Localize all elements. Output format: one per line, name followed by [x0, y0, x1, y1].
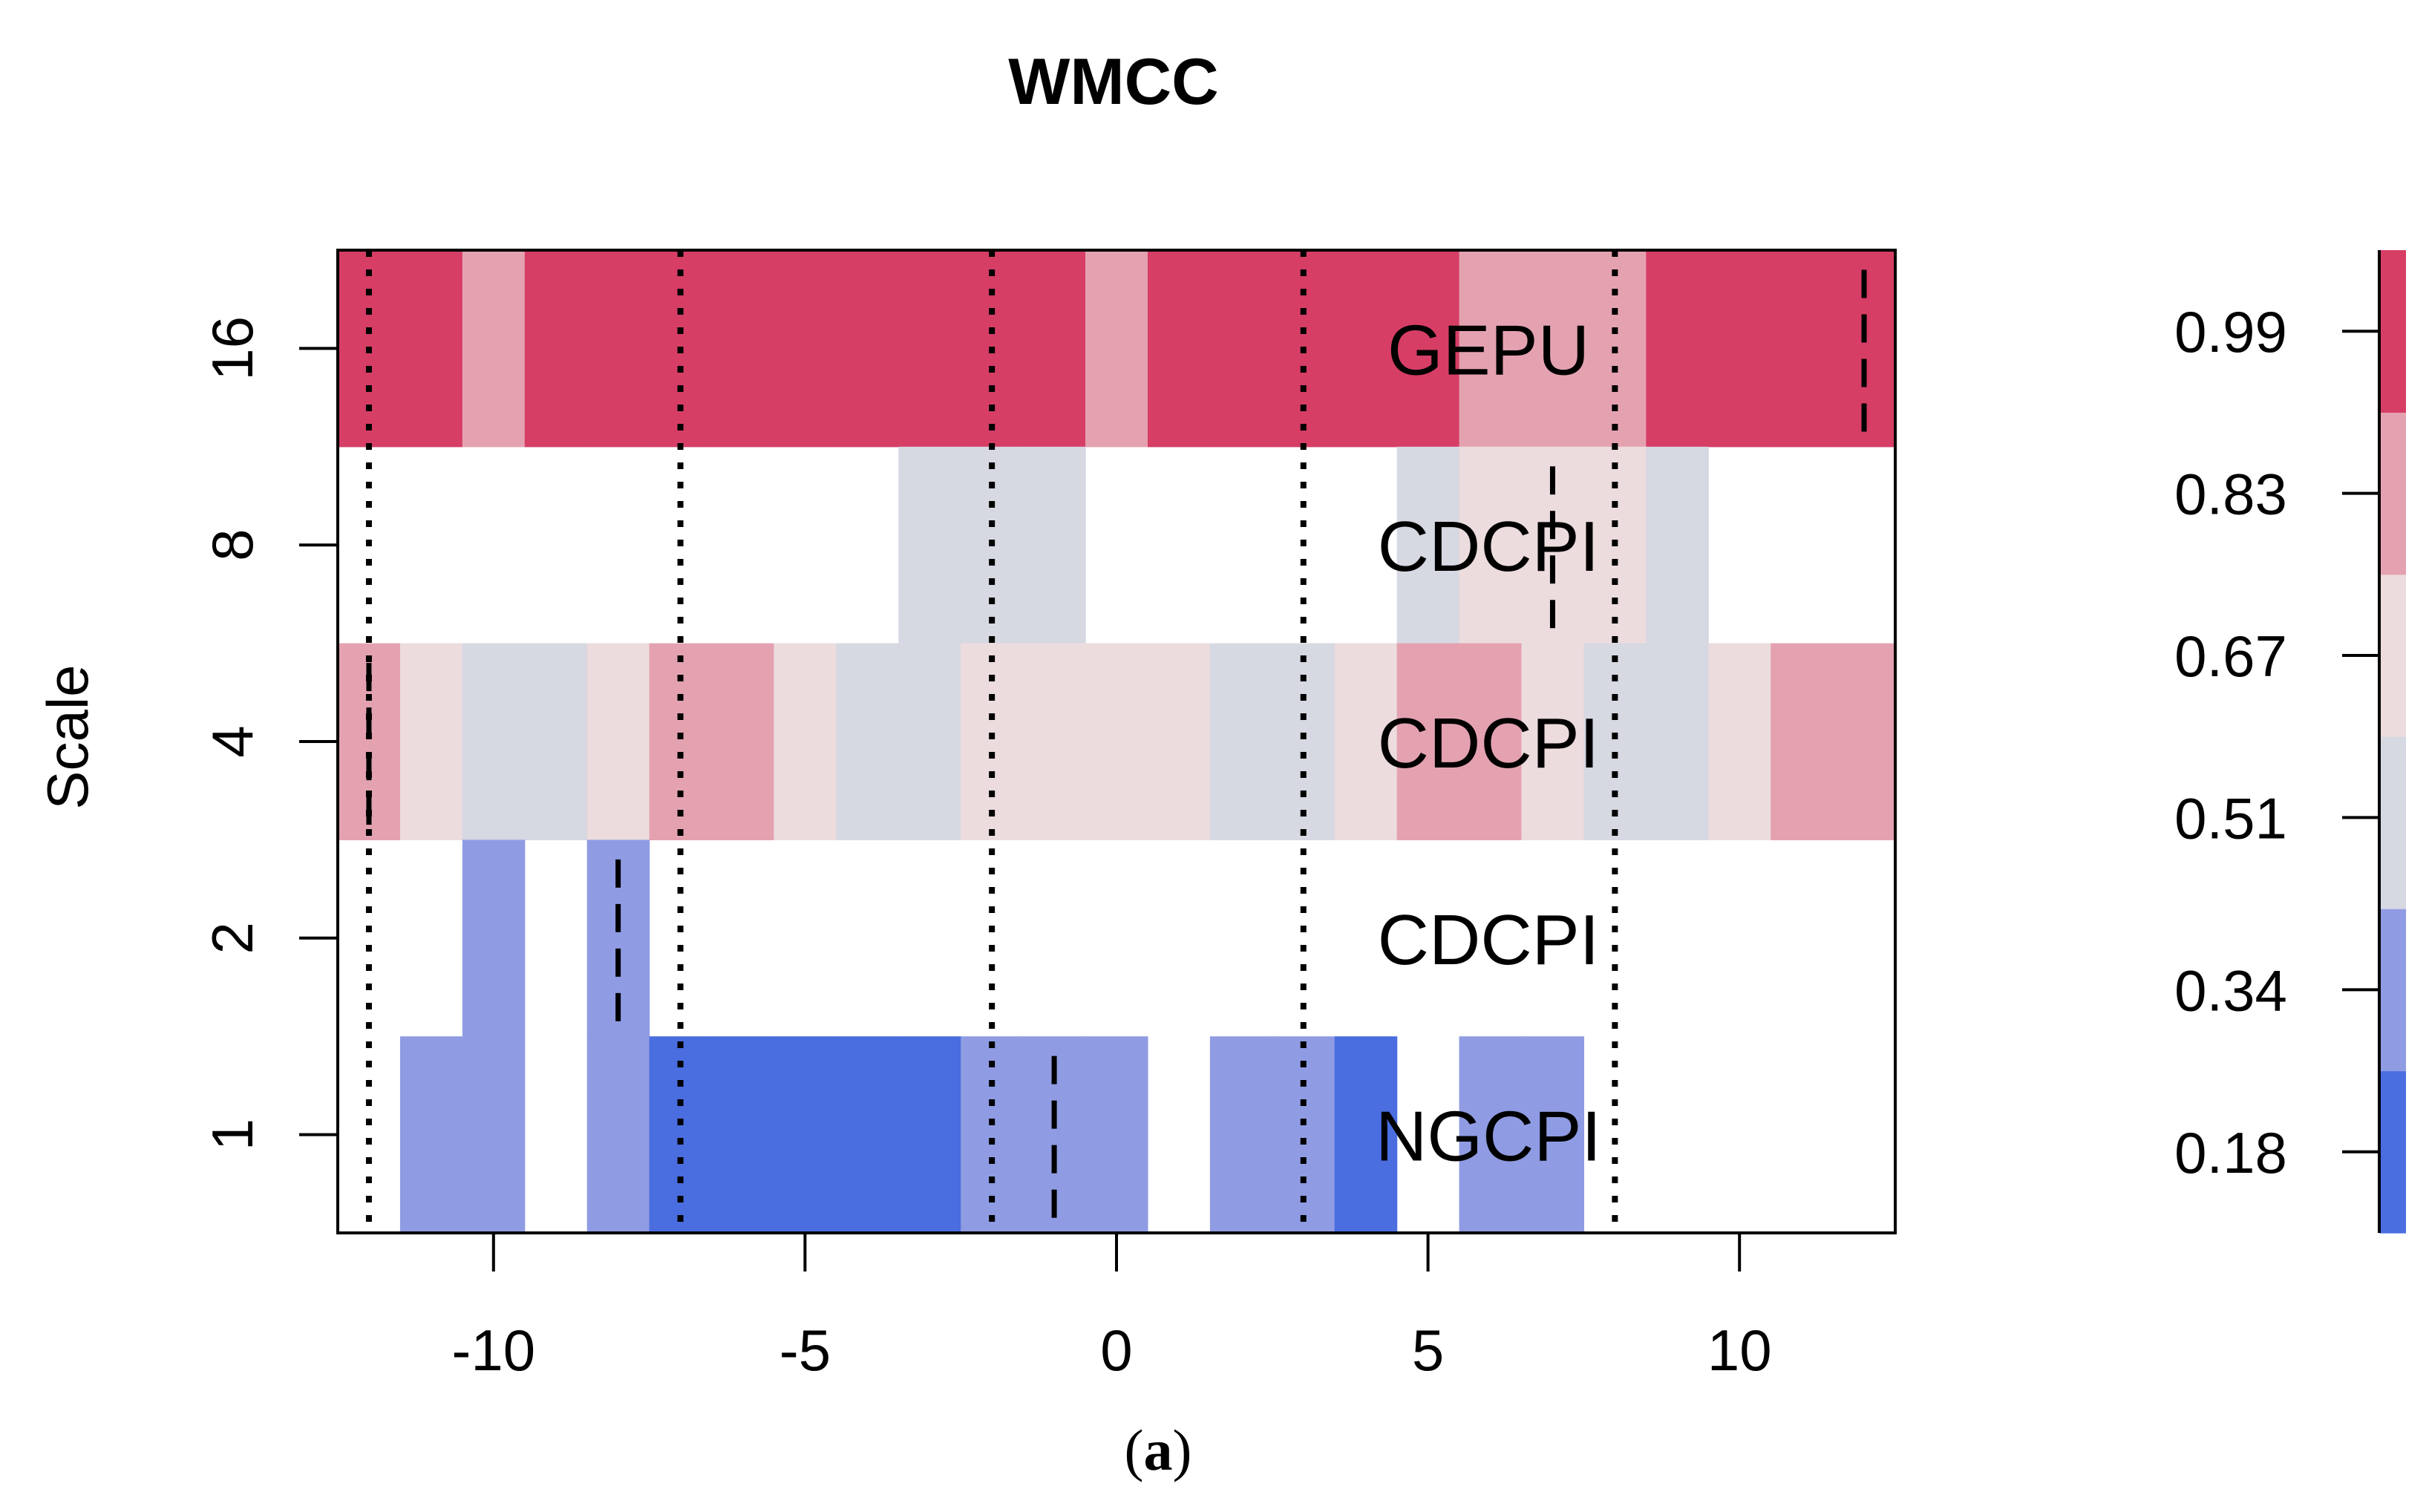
heatmap-cell	[1771, 250, 1834, 448]
heatmap-cell	[1396, 250, 1460, 448]
series-label: CDCPI	[1378, 900, 1600, 980]
heatmap-cell	[524, 643, 588, 840]
y-tick-label: 1	[200, 1119, 265, 1151]
heatmap-cell	[1085, 250, 1148, 448]
colorbar-band	[2379, 909, 2406, 1072]
heatmap-cell	[586, 250, 650, 448]
colorbar-band	[2379, 736, 2406, 909]
chart-title: WMCC	[1008, 45, 1218, 118]
heatmap-cell	[1023, 643, 1086, 840]
heatmap-cell	[1147, 250, 1211, 448]
heatmap-cell	[1459, 643, 1523, 840]
x-tick-label: -5	[779, 1318, 831, 1383]
heatmap-cell	[1396, 643, 1460, 840]
y-axis-label: Scale	[35, 664, 100, 809]
heatmap-cell	[711, 643, 775, 840]
colorbar-tick-label: 0.18	[2174, 1120, 2287, 1185]
heatmap-cell	[898, 250, 961, 448]
y-tick-label: 2	[200, 922, 265, 954]
heatmap-cell	[774, 250, 837, 448]
heatmap-cell	[399, 1036, 463, 1234]
reference-lines	[365, 250, 1867, 1233]
colorbar-band	[2379, 250, 2406, 413]
heatmap-cell	[1334, 250, 1398, 448]
heatmap-cell	[1708, 643, 1771, 840]
heatmap-cell	[1459, 1036, 1523, 1234]
colorbar-band	[2379, 412, 2406, 575]
x-tick-label: 5	[1412, 1318, 1444, 1383]
x-tick-label: 10	[1707, 1318, 1772, 1383]
heatmap-cell	[1334, 1036, 1398, 1234]
heatmap-cell	[586, 1036, 650, 1234]
series-label: CDCPI	[1378, 507, 1600, 586]
colorbar-band	[2379, 1070, 2406, 1234]
heatmap-cell	[1459, 446, 1523, 644]
heatmap-cell	[774, 643, 837, 840]
caption-close-paren: )	[1173, 1418, 1192, 1482]
heatmap-cell	[774, 1036, 837, 1234]
heatmap-cell	[836, 250, 899, 448]
y-tick-label: 16	[200, 316, 265, 381]
caption-letter: a	[1144, 1418, 1173, 1482]
heatmap-cell	[1459, 250, 1523, 448]
colorbar-tick-label: 0.67	[2174, 624, 2287, 689]
heatmap-cell	[1147, 643, 1211, 840]
heatmap-cell	[586, 643, 650, 840]
heatmap-cell	[836, 643, 899, 840]
heatmap-cell	[711, 250, 775, 448]
colorbar-tick-label: 0.51	[2174, 785, 2287, 851]
heatmap-cell	[711, 1036, 775, 1234]
y-tick-label: 8	[200, 529, 265, 561]
colorbar-band	[2379, 574, 2406, 737]
heatmap-cell	[1833, 643, 1896, 840]
heatmap-cell	[399, 250, 463, 448]
heatmap-cell	[1209, 1036, 1273, 1234]
x-tick-label: -10	[451, 1318, 535, 1383]
heatmap-cell	[1209, 250, 1273, 448]
heatmap-cell	[1771, 643, 1834, 840]
y-axis: 16 8 4 2 1	[200, 316, 339, 1151]
heatmap-cell	[898, 1036, 961, 1234]
series-labels: GEPU CDCPI CDCPI CDCPI NGCPI	[1376, 310, 1601, 1176]
colorbar-tick-label: 0.99	[2174, 299, 2287, 364]
heatmap-cell	[1521, 1036, 1584, 1234]
series-label: GEPU	[1387, 310, 1589, 390]
series-label: CDCPI	[1378, 704, 1600, 783]
heatmap-cell	[462, 643, 526, 840]
heatmap-cell	[1521, 643, 1584, 840]
x-tick-label: 0	[1100, 1318, 1132, 1383]
heatmap-cell	[1646, 446, 1709, 644]
heatmap-cell	[1646, 643, 1709, 840]
colorbar: 0.99 0.83 0.67 0.51 0.34 0.18	[2174, 250, 2406, 1234]
heatmap-cell	[1521, 250, 1584, 448]
heatmap-cell	[462, 250, 526, 448]
series-label: NGCPI	[1376, 1097, 1601, 1176]
colorbar-tick-label: 0.83	[2174, 462, 2287, 527]
heatmap-cell	[898, 446, 961, 644]
heatmap-cell	[1023, 446, 1086, 644]
y-tick-label: 4	[200, 725, 265, 757]
heatmap-cell	[1708, 250, 1771, 448]
colorbar-tick-label: 0.34	[2174, 958, 2287, 1023]
heatmap-cell	[1396, 446, 1460, 644]
figure-caption: (a)	[1125, 1418, 1192, 1482]
heatmap-cell	[1334, 643, 1398, 840]
heatmap-cell	[1209, 643, 1273, 840]
heatmap-cell	[1023, 250, 1086, 448]
caption-open-paren: (	[1125, 1418, 1144, 1482]
heatmap-cell	[836, 1036, 899, 1234]
heatmap-cell	[399, 643, 463, 840]
heatmap-cell	[462, 840, 526, 1037]
heatmap-cells	[338, 250, 1896, 1234]
heatmap-cell	[1085, 1036, 1148, 1234]
heatmap-cell	[898, 643, 961, 840]
heatmap-cell	[1646, 250, 1709, 448]
heatmap-cell	[462, 1036, 526, 1234]
x-axis: -10 -5 0 5 10	[451, 1231, 1772, 1383]
heatmap-cell	[524, 250, 588, 448]
heatmap-cell	[1085, 643, 1148, 840]
